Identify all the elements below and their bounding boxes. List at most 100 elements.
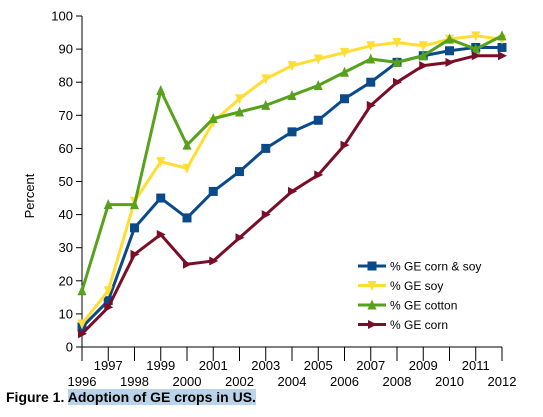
data-point	[471, 31, 481, 42]
x-tick-label: 2006	[330, 374, 359, 389]
y-axis: 0 10 20 30 40 50 60 70 80 90 100	[51, 9, 83, 355]
x-tick-label: 2008	[383, 374, 412, 389]
x-tick-label: 2000	[173, 374, 202, 389]
x-tick-label: 1996	[68, 374, 97, 389]
x-tick-label: 1997	[94, 358, 123, 373]
legend: % GE corn & soy % GE soy % GE cotton % GE c…	[358, 260, 481, 332]
data-point	[261, 210, 271, 220]
x-tick-label: 2009	[409, 358, 438, 373]
data-point	[78, 329, 87, 339]
data-point	[182, 139, 192, 150]
data-point	[103, 296, 113, 306]
data-point	[287, 89, 297, 100]
x-tick-label: 2001	[199, 358, 228, 373]
data-point	[208, 186, 218, 196]
data-point	[77, 285, 87, 296]
data-point	[366, 100, 376, 110]
legend-label: % GE corn & soy	[390, 260, 481, 274]
x-tick-label: 1998	[120, 374, 149, 389]
y-tick-label: 0	[66, 340, 73, 355]
x-tick-label: 2012	[488, 374, 517, 389]
data-point	[445, 57, 455, 67]
series	[77, 30, 507, 296]
data-point	[340, 94, 349, 104]
data-point	[156, 229, 166, 239]
legend-swatch-marker	[367, 299, 377, 310]
y-tick-label: 50	[59, 174, 73, 189]
data-point	[392, 56, 402, 67]
data-point	[287, 127, 297, 137]
data-point	[182, 163, 192, 174]
data-point	[103, 199, 113, 210]
legend-label: % GE soy	[390, 279, 443, 293]
x-tick-label: 2004	[278, 374, 307, 389]
x-tick-label: 1999	[146, 358, 175, 373]
data-point	[445, 46, 454, 56]
y-tick-label: 40	[59, 207, 73, 222]
data-point	[156, 193, 166, 203]
y-tick-label: 80	[59, 75, 73, 90]
data-point	[77, 319, 87, 330]
series	[77, 31, 507, 330]
data-point	[209, 256, 219, 266]
data-point	[313, 115, 323, 125]
data-point	[130, 249, 140, 259]
data-point	[471, 43, 481, 54]
series-layer	[77, 30, 507, 339]
x-tick-label: 2002	[225, 374, 254, 389]
caption-prefix: Figure 1.	[6, 389, 68, 405]
y-axis-title: Percent	[22, 173, 37, 218]
data-point	[313, 80, 323, 91]
legend-label: % GE cotton	[390, 299, 457, 313]
legend-item: % GE soy	[358, 279, 443, 293]
data-point	[130, 199, 139, 210]
data-point	[393, 77, 402, 87]
data-point	[313, 54, 323, 65]
legend-swatch-marker	[368, 320, 377, 329]
y-tick-label: 70	[59, 108, 73, 123]
y-tick-label: 100	[51, 9, 73, 24]
data-point	[288, 186, 297, 196]
data-point	[340, 66, 349, 77]
x-tick-label: 2011	[462, 358, 490, 373]
series	[77, 42, 507, 332]
legend-item: % GE corn	[358, 318, 448, 332]
legend-label: % GE corn	[390, 318, 448, 332]
data-point	[235, 94, 244, 105]
data-point	[261, 74, 271, 85]
data-point	[183, 259, 192, 269]
data-point	[156, 84, 166, 95]
data-point	[261, 99, 271, 110]
data-point	[103, 286, 113, 297]
x-tick-label: 2010	[435, 374, 464, 389]
series-line	[80, 34, 503, 292]
caption-highlighted-text: Adoption of GE crops in US.	[67, 389, 256, 405]
legend-swatch-marker	[367, 261, 377, 271]
data-point	[498, 51, 507, 61]
data-point	[261, 143, 271, 153]
data-point	[235, 167, 244, 177]
data-point	[314, 170, 324, 180]
x-tick-label: 2007	[356, 358, 385, 373]
x-axis: 1997 1999 2001 2003 2005 2007 2009 2011 1996 1998…	[68, 346, 517, 389]
data-point	[497, 42, 507, 52]
figure-caption: Figure 1. Adoption of GE crops in US.	[6, 389, 256, 405]
data-point	[340, 47, 349, 58]
y-tick-label: 90	[59, 42, 73, 57]
legend-item: % GE corn & soy	[358, 260, 481, 274]
data-point	[418, 50, 428, 61]
x-tick-label: 2005	[304, 358, 333, 373]
y-tick-label: 10	[59, 306, 73, 321]
y-tick-label: 30	[59, 240, 73, 255]
data-point	[208, 113, 218, 124]
x-tick-label: 2003	[251, 358, 280, 373]
data-point	[418, 41, 428, 52]
data-point	[497, 30, 507, 41]
data-point	[235, 233, 245, 243]
data-point	[445, 33, 454, 44]
data-point	[156, 157, 166, 168]
data-point	[130, 223, 139, 233]
legend-item: % GE cotton	[358, 299, 457, 313]
data-point	[392, 37, 402, 48]
y-tick-label: 20	[59, 273, 73, 288]
